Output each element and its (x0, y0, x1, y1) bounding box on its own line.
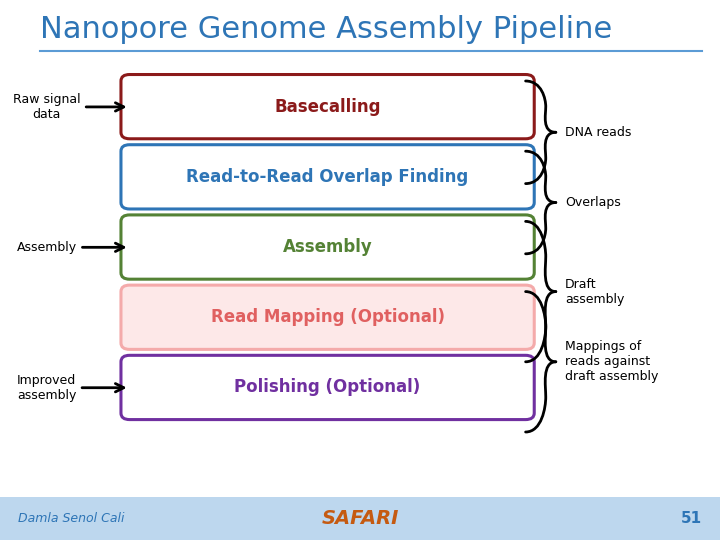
Text: Nanopore Genome Assembly Pipeline: Nanopore Genome Assembly Pipeline (40, 15, 612, 44)
Text: Improved
assembly: Improved assembly (17, 374, 124, 402)
Text: Draft
assembly: Draft assembly (565, 278, 624, 306)
FancyBboxPatch shape (121, 75, 534, 139)
FancyBboxPatch shape (121, 215, 534, 279)
FancyBboxPatch shape (121, 145, 534, 209)
Text: Read-to-Read Overlap Finding: Read-to-Read Overlap Finding (186, 168, 469, 186)
Bar (0, 497, 720, 540)
Text: Basecalling: Basecalling (274, 98, 381, 116)
Text: Raw signal
data: Raw signal data (13, 93, 124, 121)
FancyBboxPatch shape (121, 285, 534, 349)
Text: Damla Senol Cali: Damla Senol Cali (18, 512, 125, 525)
Text: Mappings of
reads against
draft assembly: Mappings of reads against draft assembly (565, 340, 659, 383)
Text: Assembly: Assembly (17, 241, 124, 254)
Text: DNA reads: DNA reads (565, 126, 631, 139)
Text: Polishing (Optional): Polishing (Optional) (235, 379, 420, 396)
FancyBboxPatch shape (121, 355, 534, 420)
Text: Overlaps: Overlaps (565, 196, 621, 209)
Text: 51: 51 (681, 511, 702, 526)
Text: Assembly: Assembly (283, 238, 372, 256)
Text: Read Mapping (Optional): Read Mapping (Optional) (211, 308, 445, 326)
Text: SAFARI: SAFARI (321, 509, 399, 528)
